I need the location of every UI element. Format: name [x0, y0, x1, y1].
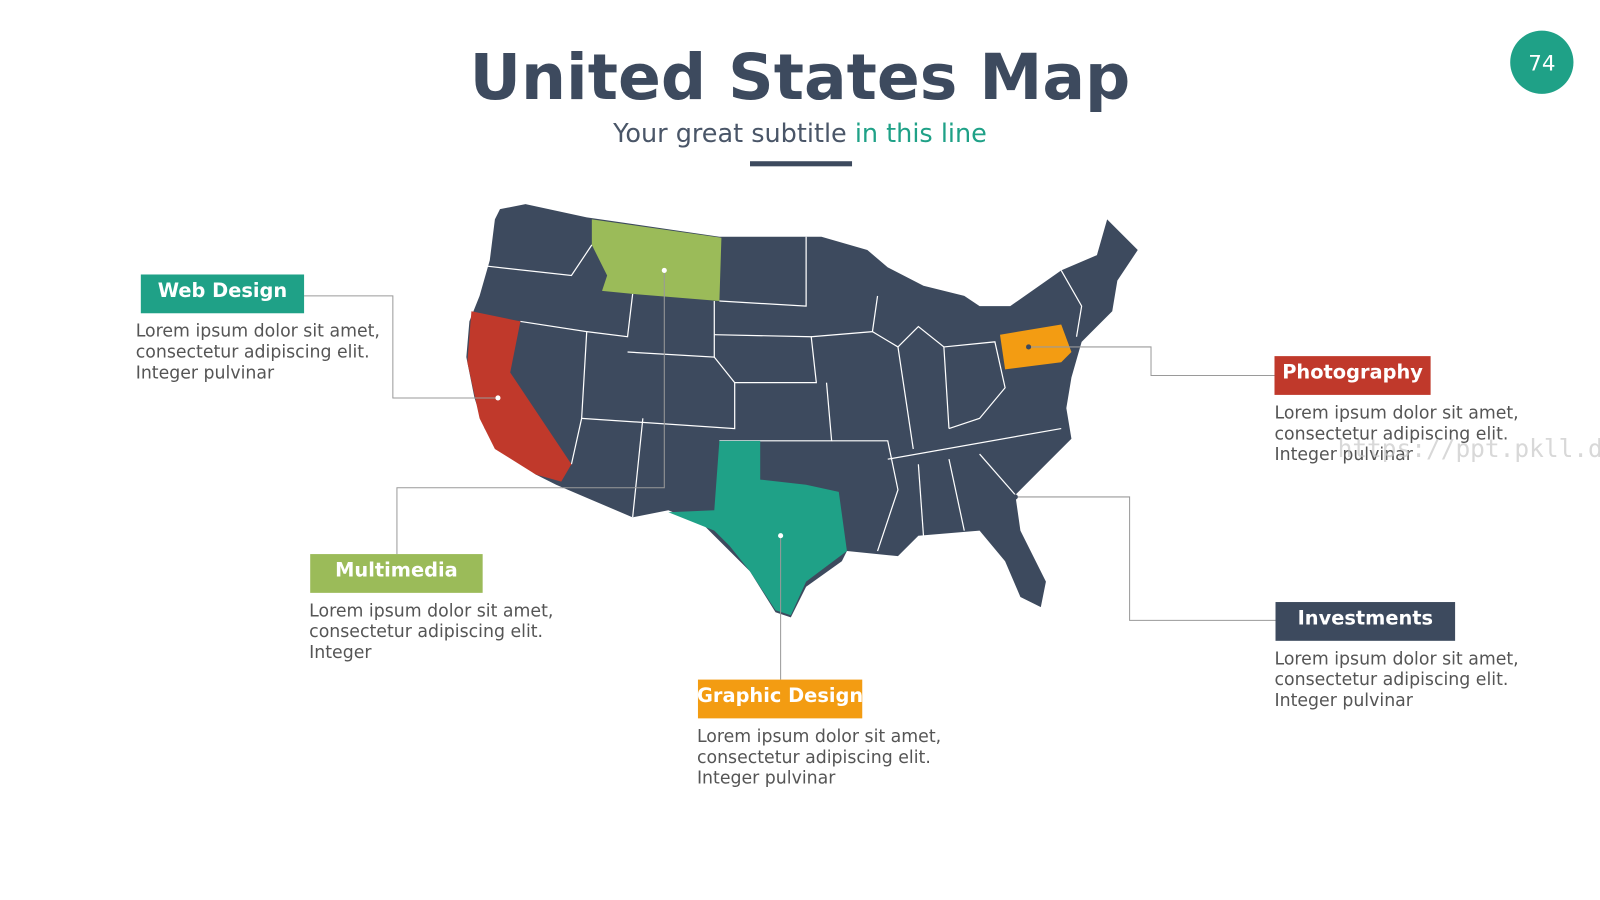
- connector-line: [1028, 346, 1275, 377]
- subtitle-lead: Your great subtitle: [612, 119, 847, 149]
- body-text: Integer: [309, 643, 372, 663]
- state-borders: [479, 236, 1083, 552]
- body-text: Lorem ipsum dolor sit amet,: [1274, 649, 1518, 669]
- label-box: [1274, 356, 1431, 395]
- body-text: Integer pulvinar: [697, 769, 836, 789]
- us-map: [466, 204, 1138, 618]
- body-text: consectetur adipiscing elit.: [1274, 424, 1508, 444]
- body-text: consectetur adipiscing elit.: [1274, 670, 1508, 690]
- connector-line: [396, 270, 665, 555]
- page-badge: [1510, 30, 1574, 94]
- title-underline: [750, 161, 853, 167]
- label-text: Web Design: [158, 279, 288, 302]
- label-box: [310, 554, 483, 593]
- label-box: [1275, 602, 1456, 641]
- connector-dot: [1012, 494, 1018, 500]
- label-text: Multimedia: [335, 559, 458, 582]
- texas: [668, 440, 847, 616]
- body-text: Lorem ipsum dolor sit amet,: [697, 727, 941, 747]
- connector-dot: [778, 533, 784, 539]
- subtitle: Your great subtitle in this line: [612, 119, 987, 149]
- body-text: consectetur adipiscing elit.: [309, 622, 543, 642]
- label-box: [140, 274, 305, 314]
- body-text: Integer pulvinar: [1274, 691, 1413, 711]
- body-text: Lorem ipsum dolor sit amet,: [1274, 403, 1518, 423]
- connector-dot: [1026, 344, 1032, 350]
- label-text: Investments: [1298, 606, 1433, 629]
- label-text: Photography: [1282, 361, 1423, 384]
- page-number: 74: [1528, 51, 1555, 76]
- body-text: consectetur adipiscing elit.: [697, 748, 931, 768]
- montana: [591, 219, 722, 302]
- connector-line: [304, 295, 498, 399]
- body-text: consectetur adipiscing elit.: [136, 343, 370, 363]
- subtitle-highlight: in this line: [855, 119, 987, 149]
- connector-line: [1015, 496, 1276, 621]
- title: United States Map: [470, 40, 1131, 114]
- connector-dot: [661, 267, 667, 273]
- body-text: Integer pulvinar: [136, 364, 275, 384]
- body-text: Integer pulvinar: [1274, 445, 1413, 465]
- us-outline: [466, 204, 1138, 618]
- body-text: Lorem ipsum dolor sit amet,: [309, 601, 553, 621]
- body-text: Lorem ipsum dolor sit amet,: [136, 322, 380, 342]
- label-box: [697, 679, 863, 719]
- california: [467, 311, 572, 482]
- label-text: Graphic Design: [697, 684, 863, 707]
- watermark: https://ppt.pkll.de: [1338, 434, 1600, 463]
- connector-dot: [495, 395, 501, 401]
